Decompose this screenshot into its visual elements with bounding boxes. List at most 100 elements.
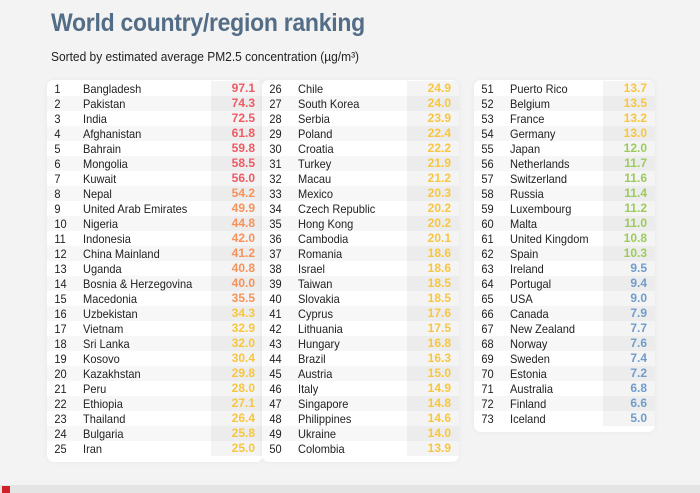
rank-cell: 42 bbox=[269, 321, 282, 336]
country-cell: Italy bbox=[298, 381, 319, 396]
country-cell: United Arab Emirates bbox=[83, 201, 188, 216]
country-cell: Spain bbox=[510, 246, 539, 261]
pm25-value-cell: 21.2 bbox=[407, 171, 459, 186]
rank-cell: 69 bbox=[481, 351, 494, 366]
country-cell: Ireland bbox=[510, 261, 544, 276]
table-row: 15 Macedonia 35.5 bbox=[47, 291, 263, 306]
table-row: 24 Bulgaria 25.8 bbox=[47, 426, 263, 441]
country-cell: USA bbox=[510, 291, 533, 306]
table-row: 35 Hong Kong 20.2 bbox=[262, 216, 459, 231]
rank-cell: 41 bbox=[269, 306, 282, 321]
rank-cell: 13 bbox=[54, 261, 67, 276]
rank-cell: 4 bbox=[54, 126, 61, 141]
rank-cell: 21 bbox=[54, 381, 67, 396]
rank-cell: 66 bbox=[481, 306, 494, 321]
table-row: 5 Bahrain 59.8 bbox=[47, 141, 263, 156]
table-row: 41 Cyprus 17.6 bbox=[262, 306, 459, 321]
country-cell: Macau bbox=[298, 171, 332, 186]
country-cell: Bulgaria bbox=[83, 426, 124, 441]
pm25-value-cell: 22.2 bbox=[407, 141, 459, 156]
pm25-value-cell: 17.5 bbox=[407, 321, 459, 336]
table-row: 2 Pakistan 74.3 bbox=[47, 96, 263, 111]
pm25-value-cell: 74.3 bbox=[211, 96, 263, 111]
pm25-value-cell: 23.9 bbox=[407, 111, 459, 126]
pm25-value-cell: 13.5 bbox=[603, 96, 655, 111]
table-row: 60 Malta 11.0 bbox=[474, 216, 655, 231]
rank-cell: 16 bbox=[54, 306, 67, 321]
pm25-value-cell: 7.9 bbox=[603, 306, 655, 321]
table-row: 44 Brazil 16.3 bbox=[262, 351, 459, 366]
table-row: 52 Belgium 13.5 bbox=[474, 96, 655, 111]
pm25-value-cell: 56.0 bbox=[211, 171, 263, 186]
pm25-value-cell: 41.2 bbox=[211, 246, 263, 261]
country-cell: France bbox=[510, 111, 545, 126]
country-cell: Japan bbox=[510, 141, 541, 156]
country-cell: Romania bbox=[298, 246, 343, 261]
country-cell: Pakistan bbox=[83, 96, 126, 111]
table-row: 45 Austria 15.0 bbox=[262, 366, 459, 381]
table-row: 46 Italy 14.9 bbox=[262, 381, 459, 396]
table-row: 33 Mexico 20.3 bbox=[262, 186, 459, 201]
rank-cell: 65 bbox=[481, 291, 494, 306]
table-row: 29 Poland 22.4 bbox=[262, 126, 459, 141]
table-row: 73 Iceland 5.0 bbox=[474, 411, 655, 426]
rank-cell: 39 bbox=[269, 276, 282, 291]
country-cell: Kosovo bbox=[83, 351, 120, 366]
pm25-value-cell: 11.2 bbox=[603, 201, 655, 216]
pm25-value-cell: 14.8 bbox=[407, 396, 459, 411]
country-cell: Afghanistan bbox=[83, 126, 142, 141]
table-row: 61 United Kingdom 10.8 bbox=[474, 231, 655, 246]
rank-cell: 40 bbox=[269, 291, 282, 306]
table-row: 37 Romania 18.6 bbox=[262, 246, 459, 261]
country-cell: Iceland bbox=[510, 411, 546, 426]
table-row: 17 Vietnam 32.9 bbox=[47, 321, 263, 336]
table-row: 71 Australia 6.8 bbox=[474, 381, 655, 396]
pm25-value-cell: 30.4 bbox=[211, 351, 263, 366]
rank-cell: 64 bbox=[481, 276, 494, 291]
rank-cell: 43 bbox=[269, 336, 282, 351]
rank-cell: 8 bbox=[54, 186, 61, 201]
table-row: 9 United Arab Emirates 49.9 bbox=[47, 201, 263, 216]
table-row: 32 Macau 21.2 bbox=[262, 171, 459, 186]
country-cell: Brazil bbox=[298, 351, 326, 366]
country-cell: Kazakhstan bbox=[83, 366, 141, 381]
pm25-value-cell: 11.4 bbox=[603, 186, 655, 201]
table-row: 1 Bangladesh 97.1 bbox=[47, 81, 263, 96]
country-cell: Peru bbox=[83, 381, 107, 396]
table-row: 7 Kuwait 56.0 bbox=[47, 171, 263, 186]
rank-cell: 62 bbox=[481, 246, 494, 261]
table-row: 22 Ethiopia 27.1 bbox=[47, 396, 263, 411]
country-cell: Canada bbox=[510, 306, 549, 321]
country-cell: Bangladesh bbox=[83, 81, 142, 96]
table-row: 16 Uzbekistan 34.3 bbox=[47, 306, 263, 321]
pm25-value-cell: 18.5 bbox=[407, 276, 459, 291]
table-row: 65 USA 9.0 bbox=[474, 291, 655, 306]
rank-cell: 56 bbox=[481, 156, 494, 171]
country-cell: Belgium bbox=[510, 96, 550, 111]
rank-cell: 24 bbox=[54, 426, 67, 441]
rank-cell: 59 bbox=[481, 201, 494, 216]
pm25-value-cell: 9.0 bbox=[603, 291, 655, 306]
pm25-value-cell: 29.8 bbox=[211, 366, 263, 381]
country-cell: Cyprus bbox=[298, 306, 333, 321]
country-cell: Mongolia bbox=[83, 156, 128, 171]
pm25-value-cell: 27.1 bbox=[211, 396, 263, 411]
country-cell: Netherlands bbox=[510, 156, 570, 171]
pm25-value-cell: 59.8 bbox=[211, 141, 263, 156]
table-row: 39 Taiwan 18.5 bbox=[262, 276, 459, 291]
country-cell: South Korea bbox=[298, 96, 360, 111]
country-cell: United Kingdom bbox=[510, 231, 589, 246]
footer-bar bbox=[0, 485, 700, 493]
pm25-value-cell: 20.1 bbox=[407, 231, 459, 246]
table-row: 40 Slovakia 18.5 bbox=[262, 291, 459, 306]
country-cell: Kuwait bbox=[83, 171, 117, 186]
country-cell: Taiwan bbox=[298, 276, 333, 291]
table-row: 72 Finland 6.6 bbox=[474, 396, 655, 411]
pm25-value-cell: 25.8 bbox=[211, 426, 263, 441]
country-cell: Russia bbox=[510, 186, 544, 201]
table-row: 67 New Zealand 7.7 bbox=[474, 321, 655, 336]
pm25-value-cell: 13.7 bbox=[603, 81, 655, 96]
rank-cell: 7 bbox=[54, 171, 61, 186]
country-cell: Ethiopia bbox=[83, 396, 123, 411]
rank-cell: 33 bbox=[269, 186, 282, 201]
